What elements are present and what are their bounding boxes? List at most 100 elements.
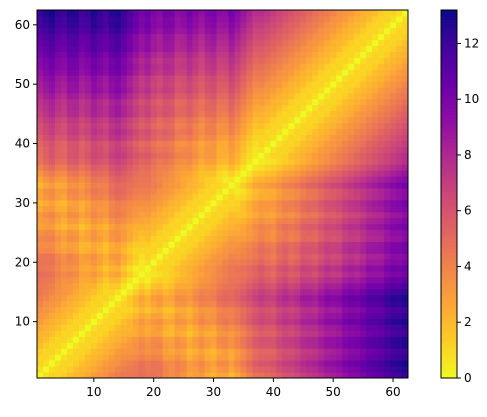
heatmap-cell <box>252 241 259 248</box>
heatmap-cell <box>180 277 187 284</box>
heatmap-cell <box>276 158 283 165</box>
heatmap-cell <box>102 259 110 266</box>
heatmap-cell <box>210 259 217 266</box>
heatmap-cell <box>186 75 193 82</box>
heatmap-cell <box>37 128 44 136</box>
heatmap-cell <box>282 182 289 189</box>
heatmap-cell <box>354 188 361 195</box>
heatmap-cell <box>360 170 367 177</box>
heatmap-cell <box>396 247 403 254</box>
heatmap-cell <box>324 75 331 82</box>
heatmap-cell <box>252 205 259 213</box>
heatmap-cell <box>66 93 74 100</box>
heatmap-cell <box>378 15 385 23</box>
colorbar-segment <box>441 52 457 57</box>
heatmap-cell <box>162 134 170 141</box>
heatmap-cell <box>150 176 158 183</box>
heatmap-cell <box>402 342 409 349</box>
heatmap-cell <box>222 265 229 272</box>
heatmap-cell <box>390 182 397 189</box>
heatmap-cell <box>150 330 158 337</box>
heatmap-cell <box>306 265 313 272</box>
heatmap-cell <box>252 372 259 379</box>
heatmap-cell <box>204 164 211 171</box>
heatmap-cell <box>48 134 56 141</box>
colorbar-segment <box>441 25 457 29</box>
heatmap-cell <box>42 354 50 361</box>
heatmap-cell <box>72 81 80 88</box>
heatmap-cell <box>48 51 56 58</box>
heatmap-cell <box>72 116 80 124</box>
heatmap-cell <box>360 45 367 52</box>
heatmap-cell <box>108 158 116 165</box>
heatmap-cell <box>294 324 301 331</box>
heatmap-cell <box>132 45 140 52</box>
heatmap-cell <box>270 87 277 94</box>
heatmap-cell <box>270 170 277 177</box>
heatmap-cell <box>384 265 391 272</box>
heatmap-cell <box>360 312 367 320</box>
heatmap-cell <box>228 87 235 94</box>
heatmap-cell <box>288 188 295 195</box>
heatmap-cell <box>126 146 134 153</box>
heatmap-cell <box>72 288 80 296</box>
heatmap-cell <box>396 265 403 272</box>
heatmap-cell <box>162 324 170 331</box>
heatmap-cell <box>126 164 134 171</box>
heatmap-cell <box>186 241 193 248</box>
heatmap-cell <box>342 372 349 379</box>
heatmap-cell <box>318 27 325 35</box>
heatmap-cell <box>90 93 98 100</box>
heatmap-cell <box>402 277 409 284</box>
heatmap-cell <box>318 182 325 189</box>
heatmap-cell <box>390 15 397 23</box>
heatmap-cell <box>240 182 247 189</box>
heatmap-cell <box>108 81 116 88</box>
heatmap-cell <box>348 300 355 308</box>
heatmap-cell <box>72 342 80 349</box>
heatmap-cell <box>150 134 158 141</box>
heatmap-cell <box>132 318 140 325</box>
heatmap-cell <box>180 104 187 112</box>
heatmap-cell <box>192 194 199 201</box>
heatmap-cell <box>246 217 253 225</box>
heatmap-cell <box>234 164 241 171</box>
heatmap-cell <box>156 199 164 207</box>
heatmap-cell <box>222 306 229 314</box>
heatmap-cell <box>90 324 98 331</box>
heatmap-cell <box>270 188 277 195</box>
heatmap-cell <box>264 81 271 88</box>
heatmap-cell <box>114 63 122 70</box>
heatmap-cell <box>162 283 170 290</box>
heatmap-cell <box>210 229 217 236</box>
heatmap-cell <box>366 128 373 136</box>
heatmap-cell <box>78 176 86 183</box>
heatmap-cell <box>378 205 385 213</box>
heatmap-cell <box>174 372 182 379</box>
colorbar-segment <box>441 371 457 376</box>
heatmap-cell <box>126 366 134 373</box>
heatmap-cell <box>132 176 140 183</box>
heatmap-cell <box>360 57 367 64</box>
heatmap-cell <box>336 158 343 165</box>
heatmap-cell <box>90 366 98 373</box>
heatmap-cell <box>96 235 104 242</box>
heatmap-cell <box>342 104 349 112</box>
heatmap-cell <box>348 283 355 290</box>
heatmap-cell <box>360 69 367 76</box>
heatmap-cell <box>366 146 373 153</box>
heatmap-cell <box>72 253 80 260</box>
heatmap-cell <box>366 324 373 331</box>
heatmap-cell <box>234 366 241 373</box>
heatmap-cell <box>180 81 187 88</box>
heatmap-cell <box>222 15 229 23</box>
heatmap-cell <box>282 223 289 231</box>
heatmap-cell <box>282 360 289 367</box>
heatmap-cell <box>330 253 337 260</box>
heatmap-cell <box>228 223 235 231</box>
heatmap-cell <box>354 87 361 94</box>
heatmap-cell <box>354 57 361 64</box>
heatmap-cell <box>90 134 98 141</box>
heatmap-cell <box>156 294 164 302</box>
heatmap-cell <box>204 122 211 130</box>
